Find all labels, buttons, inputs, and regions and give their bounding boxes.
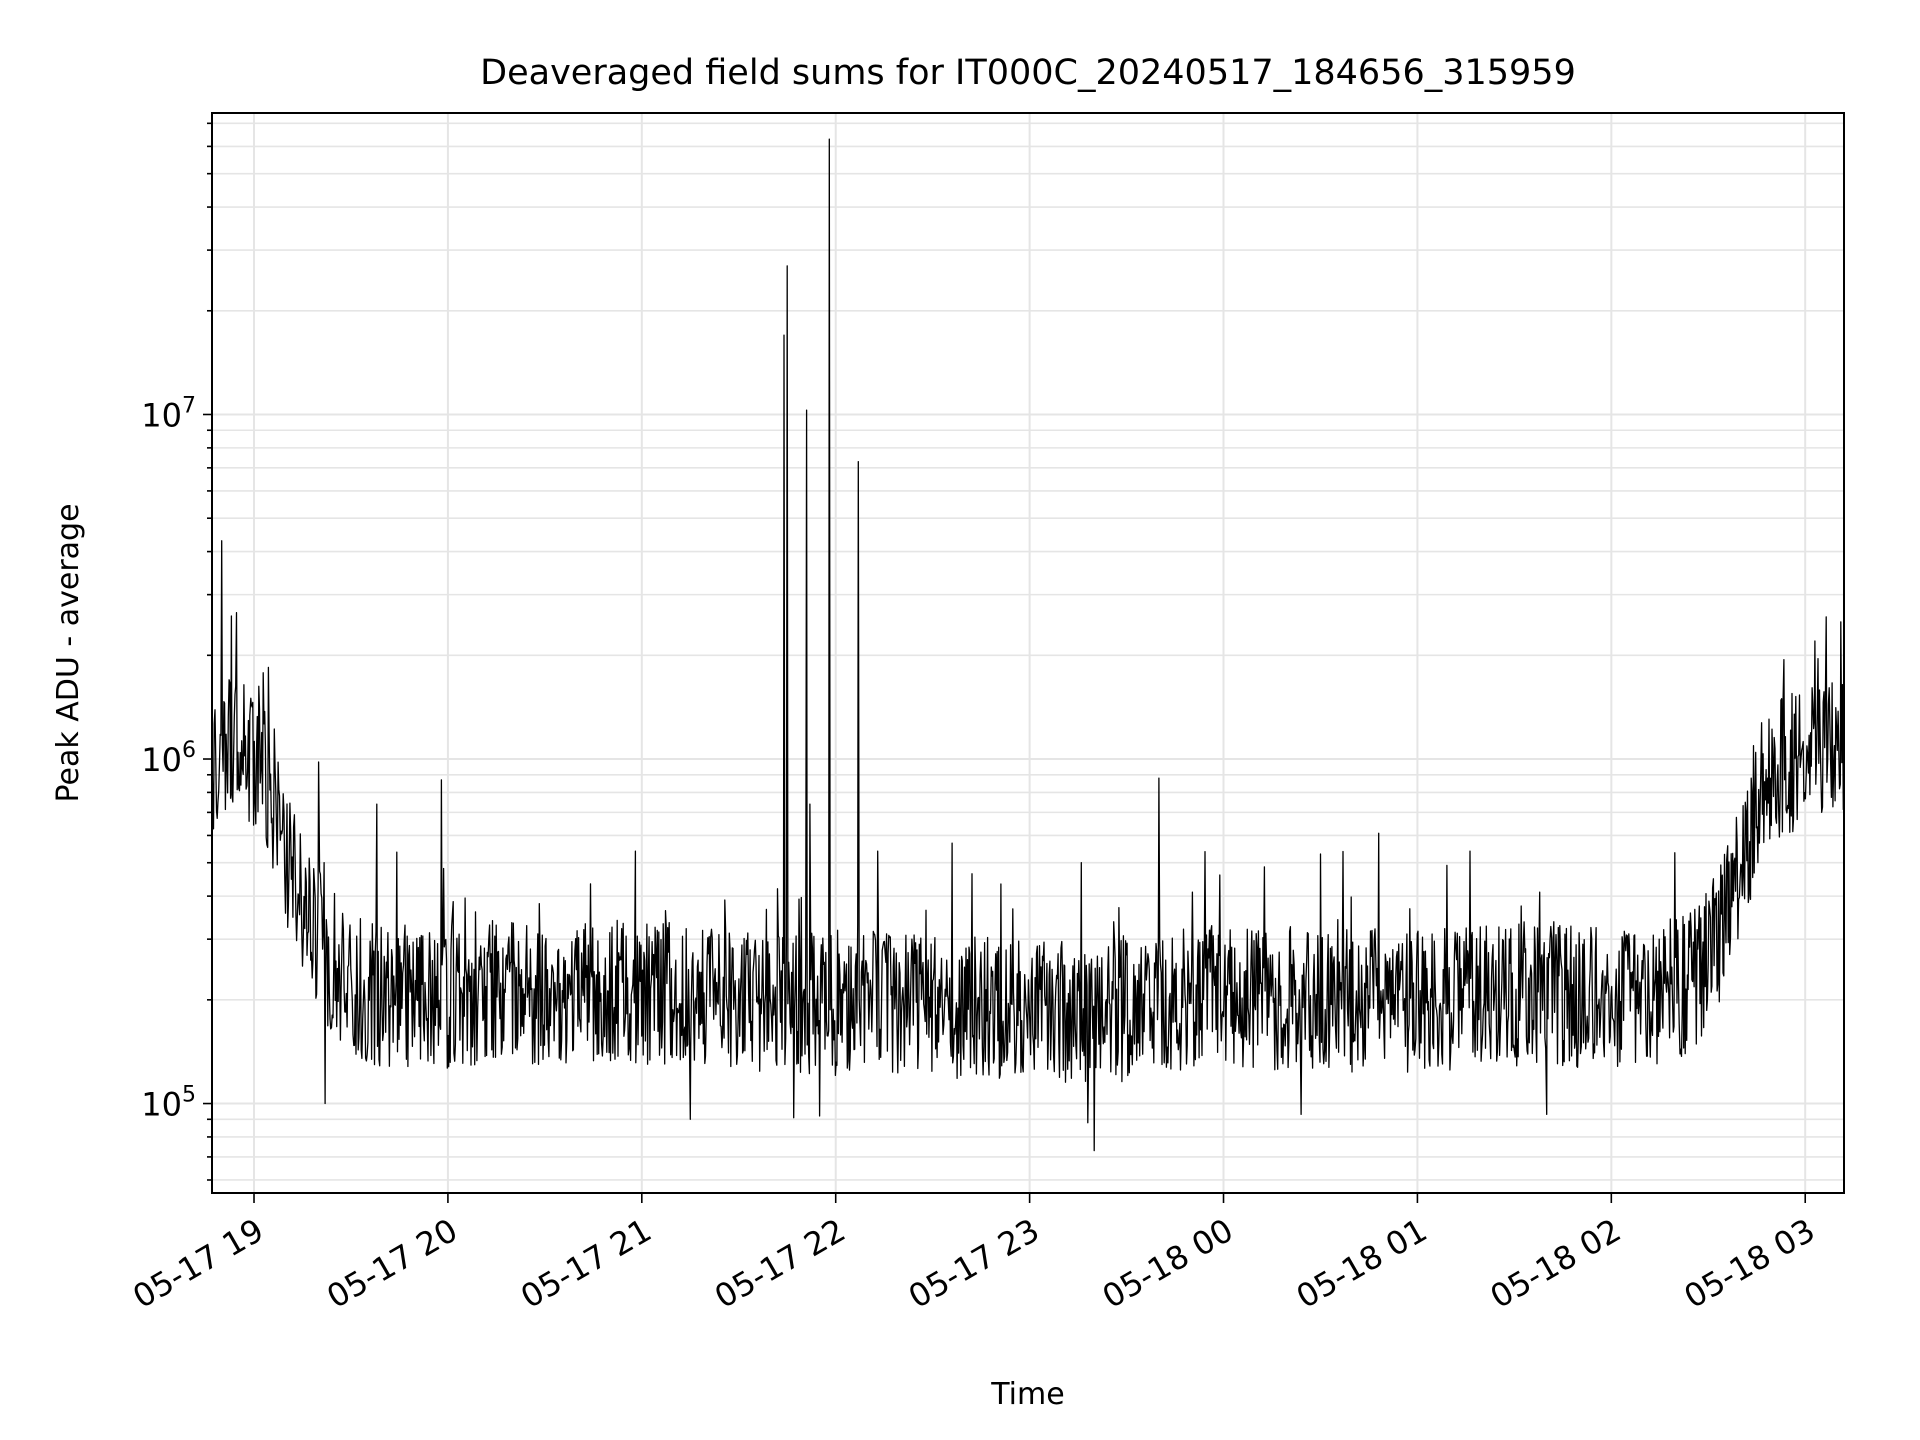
y-tick-label: 107 [141, 393, 196, 434]
series-line [212, 139, 1844, 1151]
x-tick-label: 05-18 02 [1484, 1211, 1628, 1316]
x-tick-label: 05-17 19 [126, 1211, 270, 1316]
y-tick-label: 105 [141, 1083, 196, 1124]
data-series [212, 139, 1844, 1151]
y-axis-label: Peak ADU - average [51, 503, 86, 802]
x-tick-label: 05-18 00 [1096, 1211, 1240, 1316]
y-tick-label: 106 [141, 738, 196, 779]
x-tick-label: 05-17 23 [902, 1211, 1046, 1316]
x-tick-label: 05-18 03 [1678, 1211, 1822, 1316]
chart-title: Deaveraged field sums for IT000C_2024051… [480, 53, 1576, 93]
x-tick-label: 05-17 22 [708, 1211, 852, 1316]
x-axis-label: Time [990, 1377, 1064, 1412]
x-tick-label: 05-18 01 [1290, 1211, 1434, 1316]
x-tick-label: 05-17 21 [514, 1211, 658, 1316]
x-tick-label: 05-17 20 [320, 1211, 464, 1316]
